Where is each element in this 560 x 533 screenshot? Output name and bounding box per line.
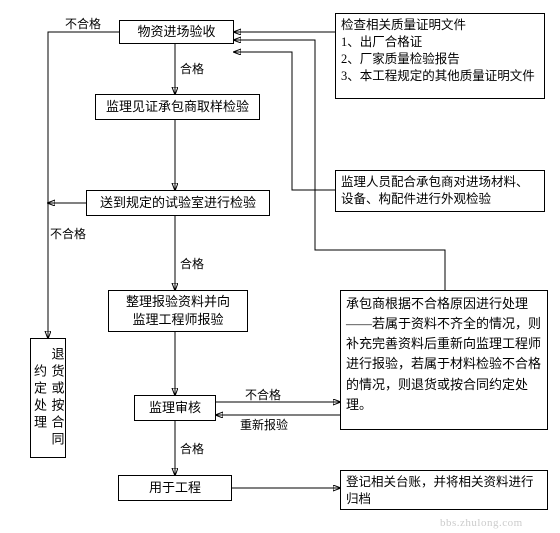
- node-inspection: 物资进场验收: [119, 20, 234, 44]
- watermark: bbs.zhulong.com: [440, 517, 523, 529]
- node-text: 送到规定的试验室进行检验: [100, 194, 256, 212]
- node-lab: 送到规定的试验室进行检验: [86, 190, 270, 216]
- node-text: 承包商根据不合格原因进行处理——若属于资料不齐全的情况，则补充完善资料后重新向监…: [346, 294, 542, 415]
- node-return: 退货或按合同约定处理: [30, 338, 66, 458]
- note-handling: 承包商根据不合格原因进行处理——若属于资料不齐全的情况，则补充完善资料后重新向监…: [340, 290, 548, 430]
- node-text: 用于工程: [149, 479, 201, 497]
- node-text: 退货或按合同约定处理: [30, 342, 65, 454]
- label-resubmit: 重新报验: [240, 416, 288, 433]
- node-text: 物资进场验收: [137, 23, 215, 41]
- node-sampling: 监理见证承包商取样检验: [95, 94, 260, 120]
- node-text: 登记相关台账，并将相关资料进行归档: [346, 474, 542, 508]
- note-archive: 登记相关台账，并将相关资料进行归档: [340, 470, 548, 510]
- node-text: 整理报验资料并向 监理工程师报验: [126, 293, 230, 328]
- node-text: 监理见证承包商取样检验: [106, 98, 249, 116]
- label-pass-3: 合格: [180, 440, 204, 457]
- note-visual-check: 监理人员配合承包商对进场材料、设备、构配件进行外观检验: [335, 170, 545, 212]
- node-use: 用于工程: [118, 475, 232, 501]
- node-text: 检查相关质量证明文件 1、出厂合格证 2、厂家质量检验报告 3、本工程规定的其他…: [341, 17, 535, 85]
- node-review: 监理审核: [134, 395, 216, 421]
- label-fail-2: 不合格: [50, 225, 86, 242]
- label-pass-2: 合格: [180, 255, 204, 272]
- node-report: 整理报验资料并向 监理工程师报验: [108, 290, 248, 332]
- label-fail-1: 不合格: [65, 15, 101, 32]
- label-pass-1: 合格: [180, 60, 204, 77]
- label-fail-3: 不合格: [245, 386, 281, 403]
- note-documents: 检查相关质量证明文件 1、出厂合格证 2、厂家质量检验报告 3、本工程规定的其他…: [335, 13, 545, 99]
- node-text: 监理人员配合承包商对进场材料、设备、构配件进行外观检验: [341, 174, 539, 208]
- node-text: 监理审核: [149, 399, 201, 417]
